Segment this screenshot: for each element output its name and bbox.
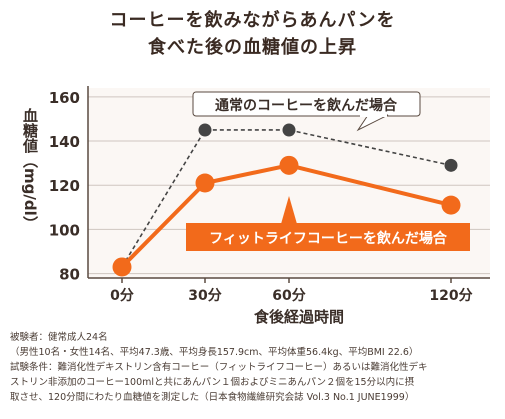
legend-box-fitlife <box>186 223 470 251</box>
note-subjects-detail: （男性10名・女性14名、平均47.3歳、平均身長157.9cm、平均体重56.… <box>10 347 419 358</box>
legend-label-regular: 通常のコーヒーを飲んだ場合 <box>215 97 398 114</box>
note-conditions-3: 取させ、120分間にわたり血糖値を測定した（日本食物繊維研究会誌 Vol.3 N… <box>10 392 415 403</box>
note-subjects: 被験者：健常成人24名 <box>10 332 108 343</box>
note-conditions-1: 試験条件：難消化性デキストリン含有コーヒー（フィットライフコーヒー）あるいは難消… <box>10 362 428 373</box>
data-point-1-0 <box>112 257 132 277</box>
legend-pointer-fitlife <box>281 196 297 224</box>
legend-pointer-mask <box>360 113 387 117</box>
series-line-1 <box>120 163 452 269</box>
blood-glucose-chart: 80 100 120 140 160 0分 30分 60分 120分 通常のコーヒーを飲んだ場… <box>21 86 490 326</box>
y-axis-label: 血糖値（mg/dl） <box>21 107 39 231</box>
y-tick-label: 120 <box>49 177 80 195</box>
y-tick-label: 80 <box>59 266 80 284</box>
data-point-1-2 <box>279 155 299 175</box>
data-point-0-2 <box>282 123 296 137</box>
x-axis-label: 食後経過時間 <box>254 308 344 326</box>
x-tick-label: 0分 <box>110 288 134 304</box>
data-point-0-3 <box>444 158 458 172</box>
series-line-0 <box>121 129 452 268</box>
chart-title-line-2: 食べた後の血糖値の上昇 <box>148 37 357 58</box>
legend-box-regular <box>192 91 421 117</box>
study-notes: 被験者：健常成人24名 （男性10名・女性14名、平均47.3歳、平均身長157… <box>10 330 500 405</box>
y-tick-label: 140 <box>49 133 80 151</box>
data-point-1-3 <box>441 195 461 215</box>
chart-title-line-1: コーヒーを飲みながらあんパンを <box>109 10 396 31</box>
legend-label-fitlife: フィットライフコーヒーを飲んだ場合 <box>209 230 448 247</box>
x-tick-label: 30分 <box>188 288 221 304</box>
data-point-1-1 <box>195 173 215 193</box>
x-tick-label: 60分 <box>272 288 305 304</box>
data-point-0-1 <box>198 123 212 137</box>
y-tick-label: 160 <box>49 89 80 107</box>
note-conditions-2: ストリン非添加のコーヒー100mlと共にあんパン１個およびミニあんパン２個を15… <box>10 377 415 388</box>
y-tick-label: 100 <box>49 221 80 239</box>
x-tick-label: 120分 <box>429 288 472 304</box>
